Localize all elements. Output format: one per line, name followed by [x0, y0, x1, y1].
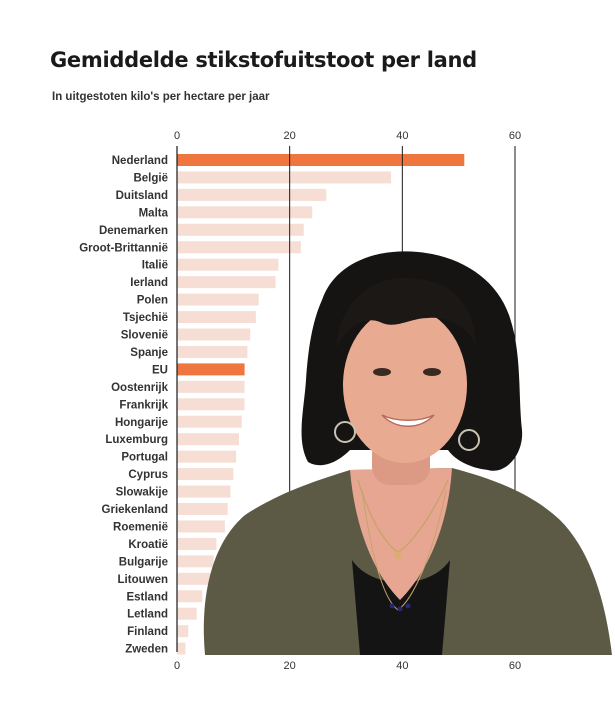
category-label: Griekenland [102, 504, 168, 516]
right-eye [423, 368, 441, 376]
category-label: Estland [126, 591, 168, 603]
category-label: Hongarije [115, 417, 168, 429]
bar-18 [177, 468, 234, 481]
bar-0 [177, 154, 465, 166]
category-label: Bulgarije [119, 556, 168, 568]
category-label: Italië [142, 260, 168, 272]
bar-8 [177, 293, 259, 306]
bar-13 [177, 380, 245, 393]
category-label: Malta [139, 207, 169, 219]
bar-1 [177, 171, 392, 184]
left-earring [334, 421, 356, 443]
x-tick-label-top: 0 [174, 130, 180, 142]
bar-20 [177, 503, 228, 515]
category-label: Polen [137, 295, 168, 307]
category-label: Finland [127, 626, 168, 638]
category-label: Litouwen [118, 574, 168, 586]
x-tick-label-bottom: 40 [396, 660, 408, 672]
category-label: Groot-Brittannië [79, 242, 168, 254]
chart-subtitle: In uitgestoten kilo's per hectare per ja… [52, 91, 270, 103]
bar-2 [177, 188, 327, 201]
bar-12 [177, 363, 245, 376]
bar-23 [177, 555, 214, 568]
bead [405, 603, 411, 609]
bar-26 [177, 607, 197, 620]
bar-17 [177, 450, 237, 463]
bead [397, 606, 403, 612]
category-label: Denemarken [99, 225, 168, 237]
bar-22 [177, 537, 217, 550]
x-tick-label-bottom: 0 [174, 660, 180, 672]
category-label: Slovenië [121, 330, 168, 342]
bar-15 [177, 415, 242, 428]
pendant [394, 551, 402, 559]
right-earring [458, 429, 480, 451]
category-label: Zweden [125, 644, 168, 656]
smile [381, 414, 435, 427]
bead [389, 603, 395, 609]
x-tick-label-bottom: 60 [509, 660, 521, 672]
bar-14 [177, 398, 245, 411]
bar-5 [177, 241, 301, 254]
bar-28 [177, 642, 186, 655]
x-tick-label-top: 40 [396, 130, 408, 142]
bar-3 [177, 206, 313, 219]
neckline [350, 468, 452, 600]
category-label: EU [152, 364, 168, 376]
bar-10 [177, 328, 251, 341]
category-label: Roemenië [113, 521, 168, 533]
category-label: Slowakije [116, 487, 168, 499]
left-eye [373, 368, 391, 376]
x-tick-label-top: 60 [509, 130, 521, 142]
category-label: België [133, 172, 168, 184]
category-label: Cyprus [128, 469, 168, 481]
bar-16 [177, 433, 239, 446]
bar-9 [177, 311, 256, 324]
category-label: Tsjechië [123, 312, 168, 324]
category-label: Kroatië [128, 539, 168, 551]
bar-19 [177, 485, 231, 498]
x-tick-label-bottom: 20 [284, 660, 296, 672]
category-label: Ierland [130, 277, 168, 289]
bar-21 [177, 520, 225, 533]
category-label: Duitsland [116, 190, 168, 202]
category-label: Luxemburg [105, 434, 168, 446]
category-label: Portugal [121, 452, 168, 464]
bar-27 [177, 625, 189, 638]
bar-6 [177, 258, 279, 271]
bar-24 [177, 572, 211, 585]
face [343, 307, 467, 463]
bar-4 [177, 223, 304, 236]
x-tick-label-top: 20 [284, 130, 296, 142]
hair-fringe [336, 277, 476, 348]
category-label: Oostenrijk [111, 382, 168, 394]
category-label: Nederland [112, 155, 168, 167]
category-label: Spanje [130, 347, 168, 359]
bar-7 [177, 276, 276, 289]
category-label: Letland [127, 609, 168, 621]
chart-title: Gemiddelde stikstofuitstoot per land [50, 48, 477, 72]
bar-11 [177, 345, 248, 358]
category-label: Frankrijk [119, 399, 168, 411]
bar-25 [177, 590, 203, 603]
